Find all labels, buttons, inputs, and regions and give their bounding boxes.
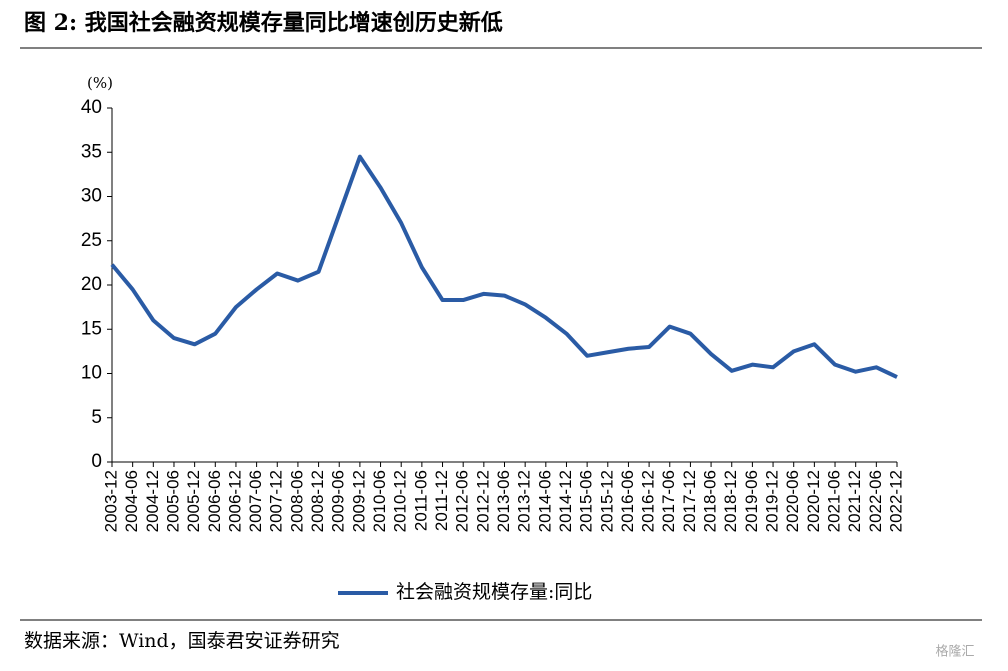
x-tick-label: 2008-06 xyxy=(287,470,306,532)
x-tick-label: 2022-12 xyxy=(886,470,905,532)
x-tick-label: 2018-06 xyxy=(701,470,720,532)
x-tick-label: 2021-06 xyxy=(825,470,844,532)
x-tick-label: 2016-12 xyxy=(639,470,658,532)
x-tick-label: 2020-12 xyxy=(804,470,823,532)
x-tick-label: 2015-06 xyxy=(577,470,596,532)
legend-label: 社会融资规模存量:同比 xyxy=(396,581,592,603)
x-tick-label: 2018-12 xyxy=(721,470,740,532)
y-unit: (%) xyxy=(87,74,113,92)
y-tick-label: 0 xyxy=(91,451,102,472)
line xyxy=(110,154,898,379)
x-tick-label: 2010-06 xyxy=(370,470,389,532)
x-tick-label: 2004-06 xyxy=(122,470,141,532)
y-tick-label: 20 xyxy=(81,274,102,295)
x-tick-label: 2020-06 xyxy=(783,470,802,532)
x-tick-label: 2013-12 xyxy=(515,470,534,532)
x-tick-label: 2007-12 xyxy=(267,470,286,532)
y-tick-label: 30 xyxy=(81,186,102,207)
y-tick-label: 10 xyxy=(81,363,102,384)
y-tick-label: 5 xyxy=(91,407,102,428)
x-tick-label: 2007-06 xyxy=(246,470,265,532)
x-tick-label: 2015-12 xyxy=(597,470,616,532)
x-tick-label: 2012-06 xyxy=(453,470,472,532)
x-tick-label: 2014-06 xyxy=(535,470,554,532)
x-tick-label: 2019-06 xyxy=(742,470,761,532)
chart-title: 图 2: 我国社会融资规模存量同比增速创历史新低 xyxy=(24,10,503,36)
x-tick-label: 2021-12 xyxy=(845,470,864,532)
y-tick-label: 40 xyxy=(81,97,102,118)
y-tick-label: 15 xyxy=(81,318,102,339)
x-tick-label: 2022-06 xyxy=(866,470,885,532)
x-tick-label: 2017-06 xyxy=(659,470,678,532)
y-tick-label: 35 xyxy=(81,141,102,162)
x-tick-label: 2003-12 xyxy=(101,470,120,532)
x-tick-label: 2005-06 xyxy=(163,470,182,532)
x-tick-label: 2009-06 xyxy=(329,470,348,532)
x-tick-label: 2014-12 xyxy=(556,470,575,532)
x-tick-label: 2006-06 xyxy=(205,470,224,532)
x-tick-label: 2019-12 xyxy=(763,470,782,532)
x-tick-label: 2005-12 xyxy=(184,470,203,532)
x-tick-label: 2006-12 xyxy=(225,470,244,532)
x-tick-label: 2009-12 xyxy=(349,470,368,532)
x-tick-label: 2008-12 xyxy=(308,470,327,532)
x-tick-label: 2011-12 xyxy=(432,470,451,531)
y-tick-label: 25 xyxy=(81,230,102,251)
x-tick-label: 2011-06 xyxy=(411,470,430,531)
watermark: 格隆汇 xyxy=(935,644,974,660)
x-tick-label: 2004-12 xyxy=(143,470,162,532)
source: 数据来源：Wind，国泰君安证券研究 xyxy=(24,630,340,652)
x-tick-label: 2016-06 xyxy=(618,470,637,532)
x-tick-label: 2010-12 xyxy=(391,470,410,532)
x-tick-label: 2012-12 xyxy=(473,470,492,532)
x-tick-label: 2013-06 xyxy=(494,470,513,532)
x-tick-label: 2017-12 xyxy=(680,470,699,532)
